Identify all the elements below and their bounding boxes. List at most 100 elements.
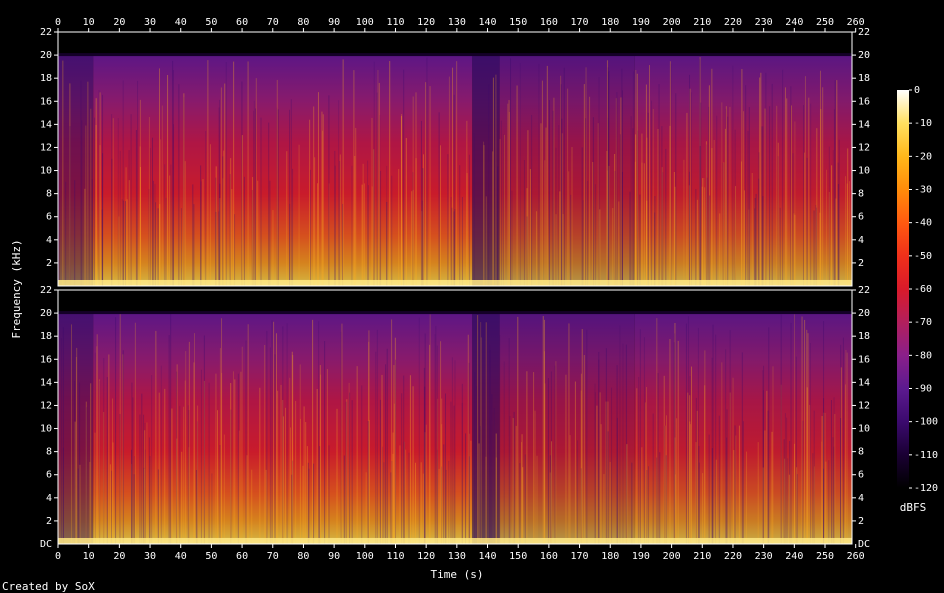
texture-line <box>823 321 825 544</box>
texture-line <box>224 83 226 286</box>
texture-line <box>215 166 217 286</box>
texture-line <box>599 392 601 544</box>
texture-line <box>725 108 727 287</box>
y-tick-label: 2 <box>858 516 864 527</box>
texture-line <box>705 141 707 286</box>
texture-line <box>420 120 422 286</box>
texture-line <box>503 361 505 544</box>
texture-line <box>133 474 135 544</box>
texture-line <box>354 155 356 286</box>
x-axis-bottom: 0 10 20 30 40 50 60 70 80 90 100 110 120 130 140 150 160… <box>55 544 865 562</box>
texture-line <box>197 405 199 544</box>
texture-line <box>497 166 499 286</box>
texture-line <box>255 78 257 286</box>
texture-line <box>608 71 610 286</box>
texture-line <box>696 410 698 544</box>
texture-line <box>453 94 455 286</box>
texture-line <box>478 443 480 544</box>
texture-line <box>765 72 767 286</box>
texture-line <box>809 343 811 544</box>
texture-line <box>203 335 205 544</box>
texture-line <box>845 349 847 544</box>
x-tick-label: 80 <box>297 551 309 562</box>
texture-line <box>793 443 795 544</box>
y-tick-label: 4 <box>46 493 52 504</box>
texture-line <box>223 434 225 544</box>
texture-line <box>240 371 242 544</box>
texture-line <box>376 92 378 286</box>
texture-line <box>804 76 806 286</box>
texture-line <box>122 350 124 544</box>
segment-shade-5 <box>634 55 852 286</box>
texture-line <box>832 150 834 286</box>
texture-line <box>734 186 736 286</box>
texture-line <box>519 63 521 287</box>
texture-line <box>722 163 724 286</box>
texture-line <box>540 123 542 286</box>
y-tick-label: 6 <box>46 212 52 223</box>
texture-line <box>403 69 405 287</box>
texture-line <box>607 431 609 544</box>
texture-line <box>411 191 413 286</box>
texture-line <box>429 86 431 286</box>
texture-line <box>151 137 153 286</box>
y-tick-label: 14 <box>40 119 52 130</box>
texture-line <box>448 460 450 544</box>
texture-line <box>844 176 846 286</box>
y-tick-label-dc: DC <box>858 539 870 550</box>
y-tick-label: 6 <box>858 470 864 481</box>
texture-line <box>822 87 824 287</box>
texture-line <box>215 177 217 286</box>
y-tick-label: 22 <box>858 285 870 296</box>
texture-line <box>519 463 521 544</box>
texture-line <box>605 401 607 544</box>
texture-line <box>252 177 254 286</box>
texture-line <box>438 468 440 544</box>
y-tick-label: 20 <box>40 50 52 61</box>
texture-line <box>629 191 631 286</box>
texture-line <box>726 409 728 544</box>
texture-line <box>794 121 796 286</box>
texture-line <box>94 117 96 286</box>
texture-line <box>90 108 92 286</box>
texture-line <box>132 397 134 544</box>
texture-line <box>833 397 835 544</box>
texture-line <box>91 179 93 286</box>
texture-line <box>597 123 599 286</box>
x-tick-label: 120 <box>417 17 435 28</box>
texture-line <box>307 462 309 544</box>
credit-text: Created by SoX <box>2 580 95 593</box>
texture-line <box>119 150 121 286</box>
texture-line <box>786 98 788 286</box>
texture-line <box>796 467 798 544</box>
texture-line <box>176 438 178 544</box>
texture-line <box>546 65 548 287</box>
texture-line <box>492 151 494 286</box>
texture-line <box>598 351 600 544</box>
texture-line <box>586 329 588 544</box>
y-tick-label: 2 <box>46 258 52 269</box>
texture-line <box>420 462 422 544</box>
texture-line <box>762 467 764 544</box>
texture-line <box>804 152 806 286</box>
texture-line <box>766 390 768 544</box>
x-tick-label: 90 <box>328 17 340 28</box>
texture-line <box>789 440 791 544</box>
texture-line <box>108 354 110 544</box>
x-tick-label: 50 <box>205 551 217 562</box>
texture-line <box>412 386 414 544</box>
texture-line <box>144 422 146 544</box>
texture-line <box>641 133 643 286</box>
texture-line <box>757 442 759 544</box>
texture-line <box>412 189 414 286</box>
texture-line <box>362 163 364 286</box>
y-tick-label: 20 <box>858 308 870 319</box>
texture-line <box>423 154 425 286</box>
texture-line <box>95 98 97 286</box>
texture-line <box>355 127 357 287</box>
texture-line <box>821 441 823 544</box>
texture-line <box>754 197 756 286</box>
y-tick-label: 12 <box>40 400 52 411</box>
texture-line <box>160 365 162 544</box>
x-tick-label: 30 <box>144 551 156 562</box>
